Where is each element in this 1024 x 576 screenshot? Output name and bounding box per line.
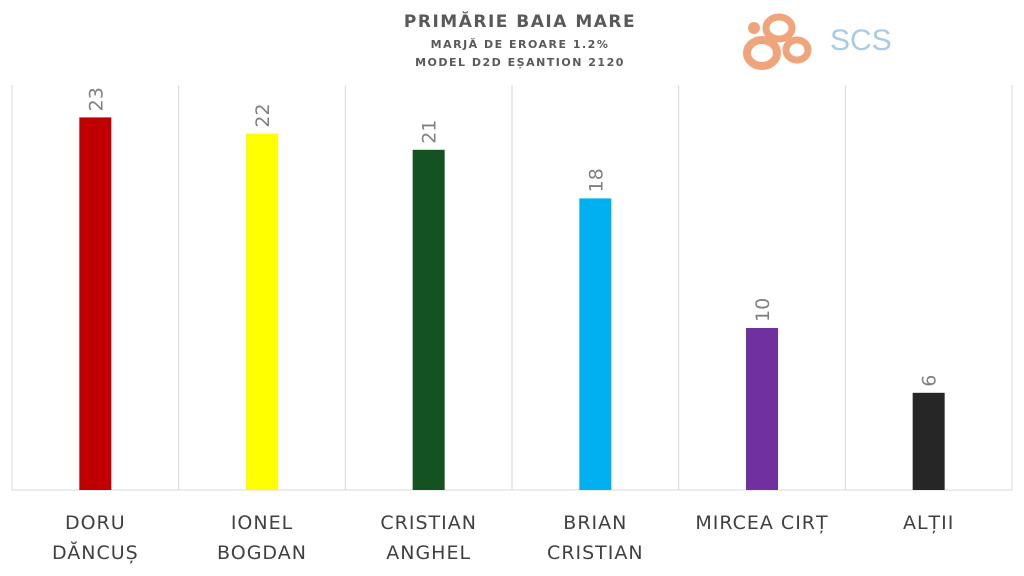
data-label: 22 <box>252 103 274 127</box>
category-label: BRIAN CRISTIAN <box>547 512 644 564</box>
bar <box>579 198 612 490</box>
category-label: DORU DĂNCUȘ <box>51 512 139 564</box>
category-label: CRISTIAN ANGHEL <box>380 512 477 564</box>
logo-text: SCS <box>830 24 892 57</box>
bar <box>246 133 278 490</box>
scs-logo-icon <box>743 13 812 70</box>
bar <box>912 392 945 490</box>
data-label: 10 <box>752 298 774 322</box>
chart-subtitle-model: MODEL D2D EȘANTION 2120 <box>415 56 625 69</box>
bar <box>79 117 112 491</box>
chart-subtitle-margin: MARJĂ DE EROARE 1.2% <box>430 38 610 51</box>
chart-title: PRIMĂRIE BAIA MARE <box>403 12 637 32</box>
data-label: 18 <box>585 168 607 192</box>
bar <box>412 149 445 491</box>
data-label: 21 <box>419 120 441 144</box>
bar <box>746 328 778 490</box>
category-label: MIRCEA CIRȚ <box>695 512 829 534</box>
data-label: 23 <box>85 87 107 111</box>
category-label: ALȚII <box>902 512 955 534</box>
data-label: 6 <box>919 375 941 387</box>
category-label: IONEL BOGDAN <box>217 512 307 564</box>
